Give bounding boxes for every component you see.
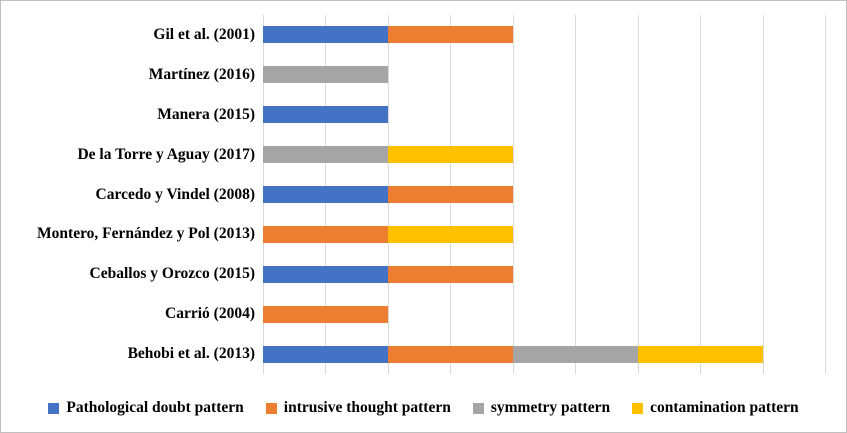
legend-item[interactable]: intrusive thought pattern [265,399,451,417]
bar-segment[interactable] [263,66,388,84]
bar-row [263,225,825,243]
bar-row [263,106,825,124]
plot-area [263,15,826,374]
bar-segment[interactable] [263,345,388,363]
bar-segment[interactable] [263,265,388,283]
legend-swatch-icon [48,402,60,414]
bar-row [263,305,825,323]
legend-swatch-icon [265,402,277,414]
category-label: Montero, Fernández y Pol (2013) [37,225,255,243]
bar-segment[interactable] [512,345,638,363]
category-label: Carcedo y Vindel (2008) [95,185,255,203]
legend-swatch-icon [632,402,644,414]
legend-swatch-icon [472,402,484,414]
bar-segment[interactable] [263,26,388,44]
legend-item[interactable]: symmetry pattern [472,399,611,417]
bar-segment[interactable] [263,225,388,243]
legend-label: intrusive thought pattern [283,399,451,416]
bar-segment[interactable] [387,225,513,243]
legend-label: Pathological doubt pattern [66,399,244,416]
gridline [762,15,764,374]
category-label: Carrió (2004) [165,305,255,323]
legend-label: contamination pattern [650,399,799,416]
legend-item[interactable]: contamination pattern [632,399,799,417]
bar-segment[interactable] [387,345,513,363]
category-label: Ceballos y Orozco (2015) [89,265,255,283]
category-label: Manera (2015) [157,105,255,123]
bar-row [263,345,825,363]
category-label: Gil et al. (2001) [153,25,255,43]
bar-segment[interactable] [387,265,513,283]
bar-row [263,265,825,283]
category-label: De la Torre y Aguay (2017) [77,145,255,163]
bar-row [263,66,825,84]
legend-item[interactable]: Pathological doubt pattern [48,399,244,417]
legend-label: symmetry pattern [490,399,611,416]
bar-segment[interactable] [637,345,763,363]
bar-row [263,146,825,164]
bar-row [263,186,825,203]
gridline [700,15,702,374]
category-label: Behobi et al. (2013) [127,345,255,363]
bar-segment[interactable] [263,186,388,203]
bar-segment[interactable] [387,146,513,164]
legend: Pathological doubt pattern intrusive thou… [1,393,846,423]
bar-segment[interactable] [387,26,513,44]
bar-segment[interactable] [263,106,388,124]
category-axis: Gil et al. (2001) Martínez (2016) Manera (… [9,15,255,374]
gridline [575,15,577,374]
bar-segment[interactable] [263,146,388,164]
gridline [825,15,826,374]
bar-segment[interactable] [263,305,388,323]
gridline [512,15,514,374]
bar-row [263,26,825,44]
category-label: Martínez (2016) [148,65,255,83]
gridline [637,15,639,374]
bar-segment[interactable] [387,186,513,203]
